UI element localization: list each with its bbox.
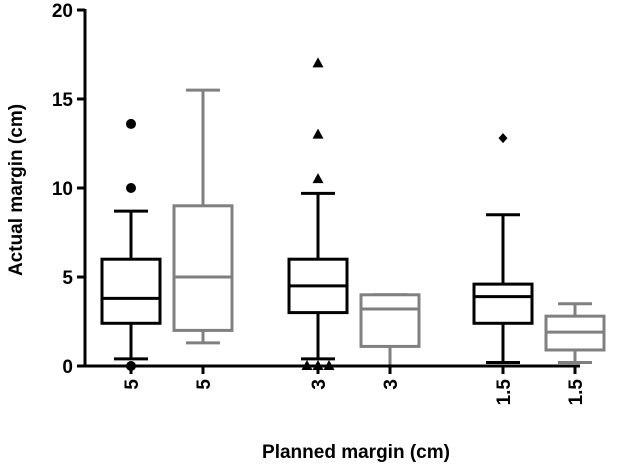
outlier-point	[312, 173, 324, 184]
x-tick-label: 3	[309, 379, 330, 390]
x-tick-label: 1.5	[494, 379, 515, 406]
y-tick-label: 5	[62, 268, 73, 289]
x-tick-label: 3	[381, 379, 402, 390]
x-axis-title: Planned margin (cm)	[262, 442, 450, 463]
x-tick-label: 5	[122, 379, 143, 390]
box-4	[359, 293, 421, 368]
outlier-point	[498, 133, 508, 144]
outlier-point	[126, 183, 136, 193]
y-tick-label: 15	[52, 90, 74, 111]
outlier-point	[312, 57, 324, 68]
x-tick-label: 5	[194, 379, 215, 390]
y-tick-label: 20	[52, 1, 73, 22]
box-1	[100, 118, 162, 371]
y-tick-label: 10	[52, 179, 73, 200]
y-ticks: 0 5 10 15 20	[52, 1, 85, 378]
box-3	[287, 57, 349, 370]
outlier-point	[312, 128, 324, 139]
box-5	[472, 133, 534, 364]
box-6	[544, 302, 606, 364]
box-iqr	[172, 204, 234, 332]
boxes-layer	[100, 57, 606, 371]
x-tick-label: 1.5	[566, 379, 587, 406]
outlier-point	[126, 118, 136, 129]
box-iqr	[100, 257, 162, 325]
y-axis-title: Actual margin (cm)	[6, 104, 27, 276]
box-iqr	[472, 282, 534, 325]
box-2	[172, 88, 234, 345]
x-ticks: 5 5 3 3 1.5 1.5	[122, 366, 587, 405]
y-tick-label: 0	[62, 357, 73, 378]
box-iqr	[359, 293, 421, 348]
